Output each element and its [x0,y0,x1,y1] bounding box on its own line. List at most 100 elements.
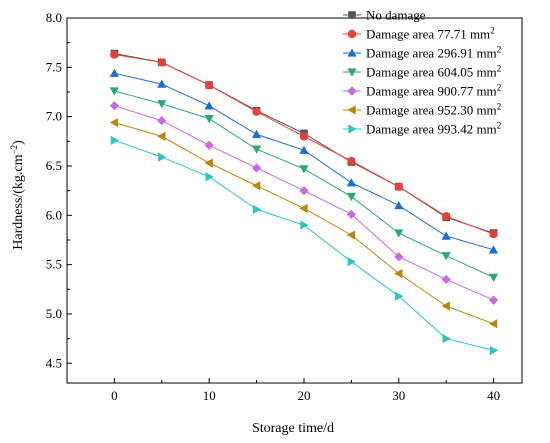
y-axis-title: Hardness/(kg.cm−2) [9,140,26,250]
data-point [299,132,309,141]
legend-label: Damage area 952.30 mm2 [366,102,501,118]
data-point [488,245,499,254]
series-2 [110,50,498,239]
legend-label-unit-exponent: 2 [490,26,495,36]
data-point [251,163,262,173]
y-tick-label: 5.0 [46,306,62,321]
data-point [488,295,499,305]
data-point [346,178,356,187]
data-point [442,334,451,344]
data-point [204,101,214,110]
legend-label-unit-exponent: 2 [497,64,502,74]
x-tick-label: 20 [297,388,310,403]
data-point [204,114,214,124]
legend-marker [347,68,357,77]
data-point [394,229,404,238]
plot-frame [66,17,523,384]
legend-label-text: No damage [366,8,426,23]
data-point [157,79,167,88]
data-point [251,181,261,191]
data-point [252,204,262,214]
data-point [441,231,451,240]
y-axis-title-close: ) [11,140,26,145]
series-line [114,90,494,278]
legend-marker [348,11,356,19]
data-point [488,273,499,283]
legend-marker [347,29,357,39]
y-tick-label: 6.0 [46,207,62,222]
data-point [394,182,403,191]
legend-marker [347,48,357,57]
y-tick-label: 7.5 [46,59,62,74]
data-point [346,192,356,202]
legend-marker [347,105,356,115]
legend-label-text: Damage area 952.30 mm [366,103,497,118]
data-point [347,257,356,267]
x-axis-title: Storage time/d [252,421,334,436]
data-point [251,129,262,139]
y-axis-title-main: Hardness/(kg.cm [11,154,26,249]
data-point [394,268,403,279]
series-3 [109,68,499,254]
legend-label: Damage area 77.71 mm2 [366,26,495,42]
data-point [441,274,451,285]
data-point [299,165,309,174]
legend-label: Damage area 296.91 mm2 [366,45,501,61]
legend-marker [347,86,357,96]
legend-label-unit-exponent: 2 [497,102,502,112]
x-tick-label: 40 [487,388,500,403]
plot-axes: 0 10 20 30 40 4.5 5.0 5.5 6.0 6.5 7.0 7.5 8.0 [46,10,523,403]
legend-label: Damage area 604.05 mm2 [366,64,501,80]
data-point [204,140,214,150]
data-point [109,117,119,128]
data-point [299,203,308,213]
legend-label-unit-exponent: 2 [497,83,502,93]
legend-label: Damage area 900.77 mm2 [366,83,501,99]
legend-item: No damage [343,8,426,23]
y-tick-label: 5.5 [46,257,62,272]
data-point [157,131,166,141]
legend-label-unit-exponent: 2 [497,45,502,55]
data-point [205,172,214,182]
legend-label-text: Damage area 900.77 mm [366,84,497,99]
legend-label-text: Damage area 296.91 mm [366,46,497,61]
y-axis-title-sup: −2 [9,145,19,155]
data-point [252,107,261,116]
legend-item: Damage area 993.42 mm2 [343,121,501,137]
data-point [251,145,262,154]
y-tick-label: 8.0 [46,10,62,25]
data-point [441,301,450,311]
y-tick-label: 4.5 [46,355,62,370]
series-4 [109,87,499,283]
legend-item: Damage area 952.30 mm2 [343,102,501,118]
data-point [109,68,119,77]
data-point [347,156,356,166]
data-point [299,145,309,154]
series-6 [109,117,498,329]
data-point [394,252,404,262]
legend-label-text: Damage area 77.71 mm [366,27,490,42]
data-point [157,100,167,109]
data-point [488,319,498,329]
series-7 [110,135,499,356]
legend-label-text: Damage area 604.05 mm [366,65,497,80]
data-point [346,230,356,240]
data-point [441,252,451,261]
y-tick-label: 6.5 [46,158,62,173]
data-point [110,50,119,59]
data-point [110,135,119,145]
legend-marker [348,124,357,134]
data-point [204,158,213,168]
legend-label: Damage area 993.42 mm2 [366,121,501,137]
legend-label-unit-exponent: 2 [497,121,502,131]
legend-item: Damage area 77.71 mm2 [343,26,495,42]
legend-label: No damage [366,8,426,23]
data-point [204,80,214,90]
data-point [489,229,498,239]
data-point [157,58,166,67]
data-point [346,209,356,219]
data-point [394,200,404,210]
data-point [395,291,404,301]
